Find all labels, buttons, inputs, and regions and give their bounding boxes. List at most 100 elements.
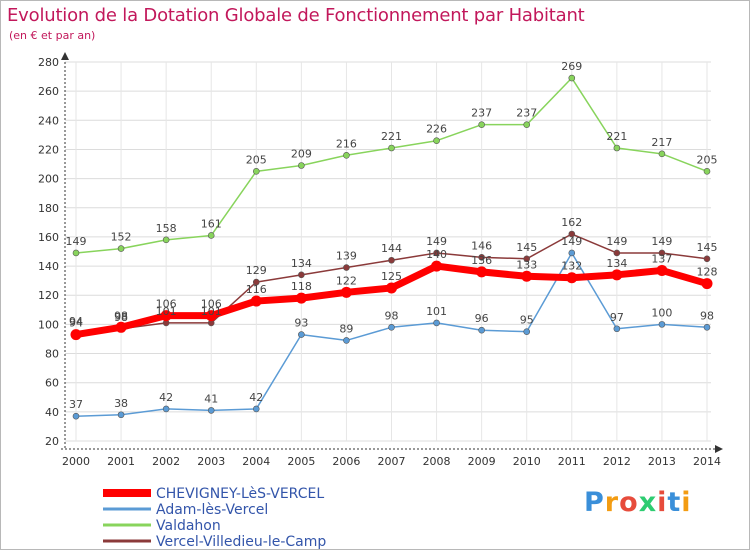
data-label-0: 134 (606, 257, 627, 270)
series-point-1 (523, 328, 531, 335)
data-label-1: 149 (561, 235, 582, 248)
series-point-0 (611, 269, 623, 281)
legend-label-3: Vercel-Villedieu-le-Camp (156, 534, 326, 549)
series-point-2 (523, 121, 531, 128)
x-tick-label: 2005 (287, 455, 315, 468)
data-label-0: 132 (561, 260, 582, 273)
x-tick-label: 2003 (197, 455, 225, 468)
data-label-2: 209 (291, 147, 312, 160)
data-label-0: 106 (156, 298, 177, 311)
x-tick-label: 2008 (423, 455, 451, 468)
series-point-2 (162, 236, 170, 244)
y-tick-label: 20 (45, 435, 59, 448)
data-label-2: 221 (606, 130, 627, 143)
data-label-3: 146 (471, 239, 492, 252)
data-label-1: 42 (159, 391, 173, 404)
series-point-1 (613, 325, 621, 333)
series-point-1 (252, 405, 260, 413)
series-point-3 (298, 271, 305, 279)
y-tick-label: 220 (38, 143, 59, 156)
data-label-1: 97 (610, 311, 624, 324)
x-tick-label: 2000 (62, 455, 90, 468)
series-point-0 (70, 329, 82, 341)
x-tick-label: 2002 (152, 455, 180, 468)
data-label-1: 100 (651, 306, 672, 319)
series-point-2 (117, 245, 125, 252)
series-point-3 (252, 278, 260, 286)
x-tick-label: 2001 (107, 455, 135, 468)
data-label-0: 118 (291, 280, 312, 293)
series-point-2 (72, 249, 80, 257)
series-point-1 (478, 326, 485, 334)
y-tick-label: 80 (45, 348, 59, 361)
data-label-1: 101 (426, 305, 447, 318)
x-tick-label: 2012 (603, 455, 631, 468)
legend-label-2: Valdahon (156, 518, 221, 534)
brand-letter: P (584, 487, 605, 518)
series-point-1 (433, 319, 440, 327)
series-point-1 (298, 331, 305, 338)
y-axis-arrow (61, 52, 69, 60)
legend-label-1: Adam-lès-Vercel (156, 502, 268, 518)
data-label-2: 152 (111, 231, 132, 244)
data-label-3: 145 (516, 241, 537, 254)
series-point-0 (431, 260, 443, 272)
series-point-2 (388, 144, 395, 152)
series-point-0 (340, 286, 352, 298)
x-tick-label: 2004 (242, 455, 270, 468)
brand-logo: Proxiti (584, 487, 692, 518)
data-label-3: 98 (114, 311, 128, 324)
data-label-0: 116 (246, 283, 267, 296)
x-tick-label: 2013 (648, 455, 676, 468)
data-label-3: 149 (651, 235, 672, 248)
data-label-2: 237 (471, 107, 492, 120)
series-layer (70, 74, 713, 420)
series-point-2 (298, 162, 305, 169)
data-label-2: 221 (381, 130, 402, 143)
brand-letter: t (667, 487, 682, 518)
x-axis-arrow (715, 445, 723, 453)
series-point-0 (656, 264, 668, 276)
series-point-3 (658, 249, 666, 257)
x-tick-label: 2007 (378, 455, 406, 468)
data-label-3: 129 (246, 264, 267, 277)
data-label-1: 37 (69, 398, 83, 411)
x-tick-label: 2010 (513, 455, 541, 468)
series-point-3 (343, 264, 350, 271)
series-point-3 (388, 256, 395, 264)
brand-letter: r (604, 487, 620, 518)
series-point-0 (566, 272, 578, 284)
data-label-2: 161 (201, 217, 222, 230)
data-label-1: 93 (294, 317, 308, 330)
chart-subtitle: (en € et par an) (9, 29, 96, 42)
data-label-3: 145 (697, 241, 718, 254)
series-point-1 (703, 323, 711, 331)
series-point-2 (568, 74, 576, 82)
data-label-0: 128 (697, 266, 718, 279)
y-tick-label: 180 (38, 202, 59, 215)
data-label-0: 122 (336, 274, 357, 287)
data-label-1: 98 (700, 309, 714, 322)
y-tick-label: 280 (38, 56, 59, 69)
data-label-3: 134 (291, 257, 312, 270)
legend: CHEVIGNEY-LèS-VERCELAdam-lès-VercelValda… (103, 486, 326, 549)
data-label-2: 149 (66, 235, 87, 248)
data-label-1: 89 (339, 322, 353, 335)
data-label-3: 101 (201, 305, 222, 318)
series-point-2 (207, 232, 215, 239)
data-label-3: 144 (381, 242, 402, 255)
series-point-2 (703, 168, 711, 175)
x-tick-label: 2014 (693, 455, 721, 468)
y-tick-label: 140 (38, 260, 59, 273)
data-label-2: 216 (336, 137, 357, 150)
y-tick-label: 120 (38, 289, 59, 302)
series-point-3 (433, 249, 440, 257)
y-tick-label: 260 (38, 85, 59, 98)
data-label-3: 94 (69, 315, 83, 328)
data-label-0: 137 (651, 252, 672, 265)
brand-letter: i (681, 487, 692, 518)
data-label-2: 205 (246, 153, 267, 166)
data-labels-layer: 37 38 42 41 42 93 89 98 101 96 95 149 97 100 98 149 152 1… (66, 60, 718, 411)
data-label-2: 217 (651, 136, 672, 149)
